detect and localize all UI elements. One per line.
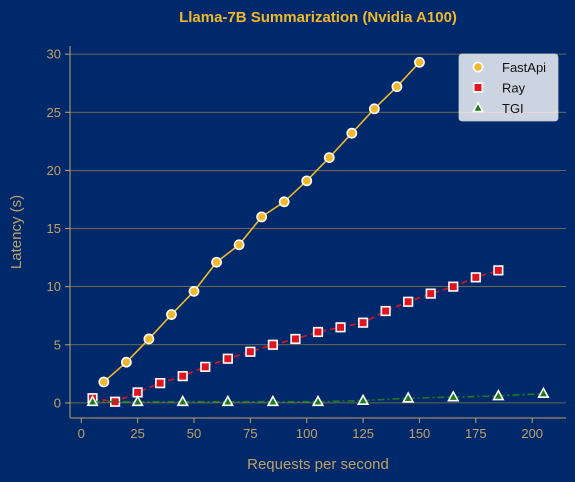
data-point-ray xyxy=(312,326,324,338)
legend-label-ray: Ray xyxy=(502,81,526,96)
data-point-fastapi xyxy=(143,333,155,345)
axes xyxy=(65,46,566,423)
data-point-fastapi xyxy=(120,356,132,368)
data-point-fastapi xyxy=(188,285,200,297)
x-tick-label: 25 xyxy=(130,426,144,441)
data-point-tgi xyxy=(492,389,505,401)
y-tick-label: 20 xyxy=(47,163,61,178)
data-point-ray xyxy=(200,361,211,372)
data-point-fastapi xyxy=(414,56,425,68)
data-point-ray xyxy=(267,339,279,350)
tick-labels: 0 5 10 15 20 25 30 0 25 50 75 100 125 150 175 200 xyxy=(47,47,544,441)
data-point-ray xyxy=(448,281,459,292)
data-point-tgi xyxy=(537,386,550,398)
data-point-fastapi xyxy=(256,211,268,223)
series-tgi xyxy=(86,386,550,407)
data-point-ray xyxy=(403,296,414,307)
legend-label-tgi: TGI xyxy=(502,101,524,116)
data-point-fastapi xyxy=(301,175,313,187)
x-tick-label: 150 xyxy=(409,426,431,441)
legend-marker-tgi xyxy=(471,101,485,113)
data-point-fastapi xyxy=(323,152,335,163)
data-point-tgi xyxy=(356,393,370,405)
legend-marker-ray xyxy=(472,82,484,93)
y-tick-label: 25 xyxy=(47,105,61,120)
data-point-fastapi xyxy=(278,196,290,208)
data-point-ray xyxy=(245,346,256,357)
data-point-fastapi xyxy=(211,256,222,268)
x-tick-label: 125 xyxy=(352,426,374,441)
data-point-fastapi xyxy=(98,376,110,388)
x-axis-label: Requests per second xyxy=(247,456,389,473)
y-tick-label: 15 xyxy=(47,221,61,236)
data-point-ray xyxy=(155,378,166,389)
y-axis-label: Latency (s) xyxy=(8,195,25,269)
data-point-ray xyxy=(222,353,233,364)
y-tick-label: 5 xyxy=(54,337,61,352)
x-tick-label: 175 xyxy=(465,426,487,441)
plot-series xyxy=(86,56,550,407)
x-tick-label: 75 xyxy=(243,426,257,441)
data-point-fastapi xyxy=(391,81,403,93)
data-point-ray xyxy=(290,333,301,345)
data-point-ray xyxy=(335,322,346,333)
x-tick-label: 100 xyxy=(296,426,318,441)
series-fastapi xyxy=(98,56,425,388)
legend-box xyxy=(458,53,559,122)
data-point-ray xyxy=(357,317,369,328)
data-point-fastapi xyxy=(166,309,177,320)
chart-title: Llama-7B Summarization (Nvidia A100) xyxy=(179,9,457,26)
data-point-fastapi xyxy=(346,127,358,139)
data-point-tgi xyxy=(447,390,460,402)
x-tick-label: 200 xyxy=(521,426,543,441)
data-point-fastapi xyxy=(233,239,245,251)
legend: FastApi Ray TGI xyxy=(458,53,559,122)
legend-marker-fastapi xyxy=(472,61,484,73)
data-point-tgi xyxy=(402,391,415,403)
legend-label-fastapi: FastApi xyxy=(502,60,546,75)
data-point-tgi xyxy=(311,394,325,407)
data-point-ray xyxy=(380,305,391,317)
data-point-fastapi xyxy=(368,103,380,115)
data-point-ray xyxy=(493,265,504,276)
data-point-ray xyxy=(177,371,188,382)
series-ray xyxy=(87,265,504,407)
data-point-tgi xyxy=(131,394,144,407)
x-tick-label: 50 xyxy=(187,426,201,441)
data-point-tgi xyxy=(86,394,99,407)
data-point-tgi xyxy=(266,394,280,407)
data-point-ray xyxy=(470,272,481,283)
y-tick-label: 0 xyxy=(54,395,61,410)
y-tick-label: 10 xyxy=(47,279,61,294)
data-point-tgi xyxy=(221,394,234,407)
y-tick-label: 30 xyxy=(47,47,61,62)
data-point-ray xyxy=(425,288,436,299)
data-point-tgi xyxy=(176,394,189,407)
x-tick-label: 0 xyxy=(78,426,85,441)
